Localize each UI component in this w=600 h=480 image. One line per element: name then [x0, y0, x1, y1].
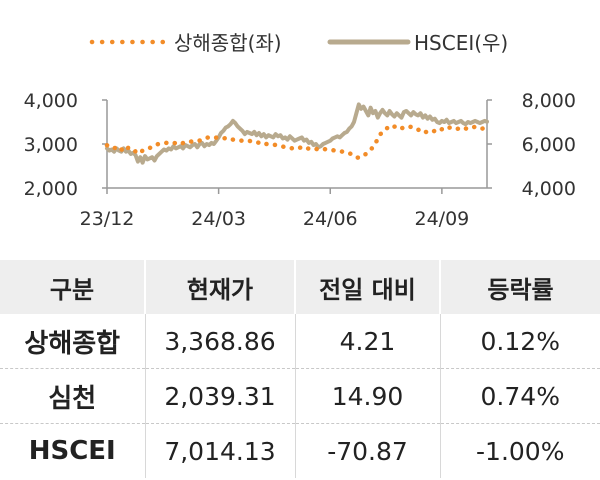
- x-tick-label: 24/09: [414, 208, 469, 230]
- header-change-rate: 등락률: [440, 260, 600, 314]
- row-rate: 0.74%: [440, 368, 600, 424]
- right-tick-label: 4,000: [522, 178, 576, 200]
- row-rate: 0.12%: [480, 326, 560, 356]
- row-change: 14.90: [295, 368, 441, 424]
- legend-label-shanghai: 상해종합(좌): [174, 31, 282, 55]
- row-name: 상해종합: [0, 314, 146, 369]
- table-row: 상해종합 3,368.86 4.21 0.12%: [0, 314, 600, 369]
- index-line-chart: 상해종합(좌) HSCEI(우) 4,000 3,000 2,000 8,000 6,00…: [24, 31, 576, 230]
- row-name: HSCEI: [0, 423, 146, 478]
- x-tick-label: 24/03: [191, 208, 246, 230]
- row-change: 4.21: [295, 314, 441, 369]
- legend-label-hscei: HSCEI(우): [414, 31, 508, 55]
- market-summary-table-wrap: 구분 현재가 전일 대비 등락률 상해종합 3,368.86 4.21 0.12…: [0, 260, 600, 478]
- row-change: -70.87: [295, 423, 441, 478]
- left-tick-label: 3,000: [24, 134, 78, 156]
- row-rate: -1.00%: [440, 423, 600, 478]
- row-price: 3,368.86: [145, 314, 296, 369]
- x-tick-label: 23/12: [80, 208, 135, 230]
- table-header-row: 구분 현재가 전일 대비 등락률: [0, 260, 600, 314]
- chart-axes: 4,000 3,000 2,000 8,000 6,000 4,000 23/12 24/03…: [24, 90, 576, 230]
- table-row: 심천 2,039.31 14.90 0.74%: [0, 368, 600, 424]
- table-row: HSCEI 7,014.13 -70.87 -1.00%: [0, 423, 600, 478]
- header-current-price: 현재가: [145, 260, 296, 314]
- chart-legend: 상해종합(좌) HSCEI(우): [89, 31, 508, 55]
- row-price: 7,014.13: [145, 423, 296, 478]
- right-tick-label: 8,000: [522, 90, 576, 112]
- left-tick-label: 2,000: [24, 178, 78, 200]
- market-summary-table: 구분 현재가 전일 대비 등락률 상해종합 3,368.86 4.21 0.12…: [0, 260, 600, 478]
- header-change: 전일 대비: [295, 260, 441, 314]
- right-tick-label: 6,000: [522, 134, 576, 156]
- x-tick-label: 24/06: [303, 208, 358, 230]
- row-name: 심천: [0, 368, 146, 424]
- chart-plot-area: [104, 102, 490, 165]
- row-price: 2,039.31: [145, 368, 296, 424]
- header-category: 구분: [0, 260, 146, 314]
- series-line-hscei: [105, 102, 489, 165]
- left-tick-label: 4,000: [24, 90, 78, 112]
